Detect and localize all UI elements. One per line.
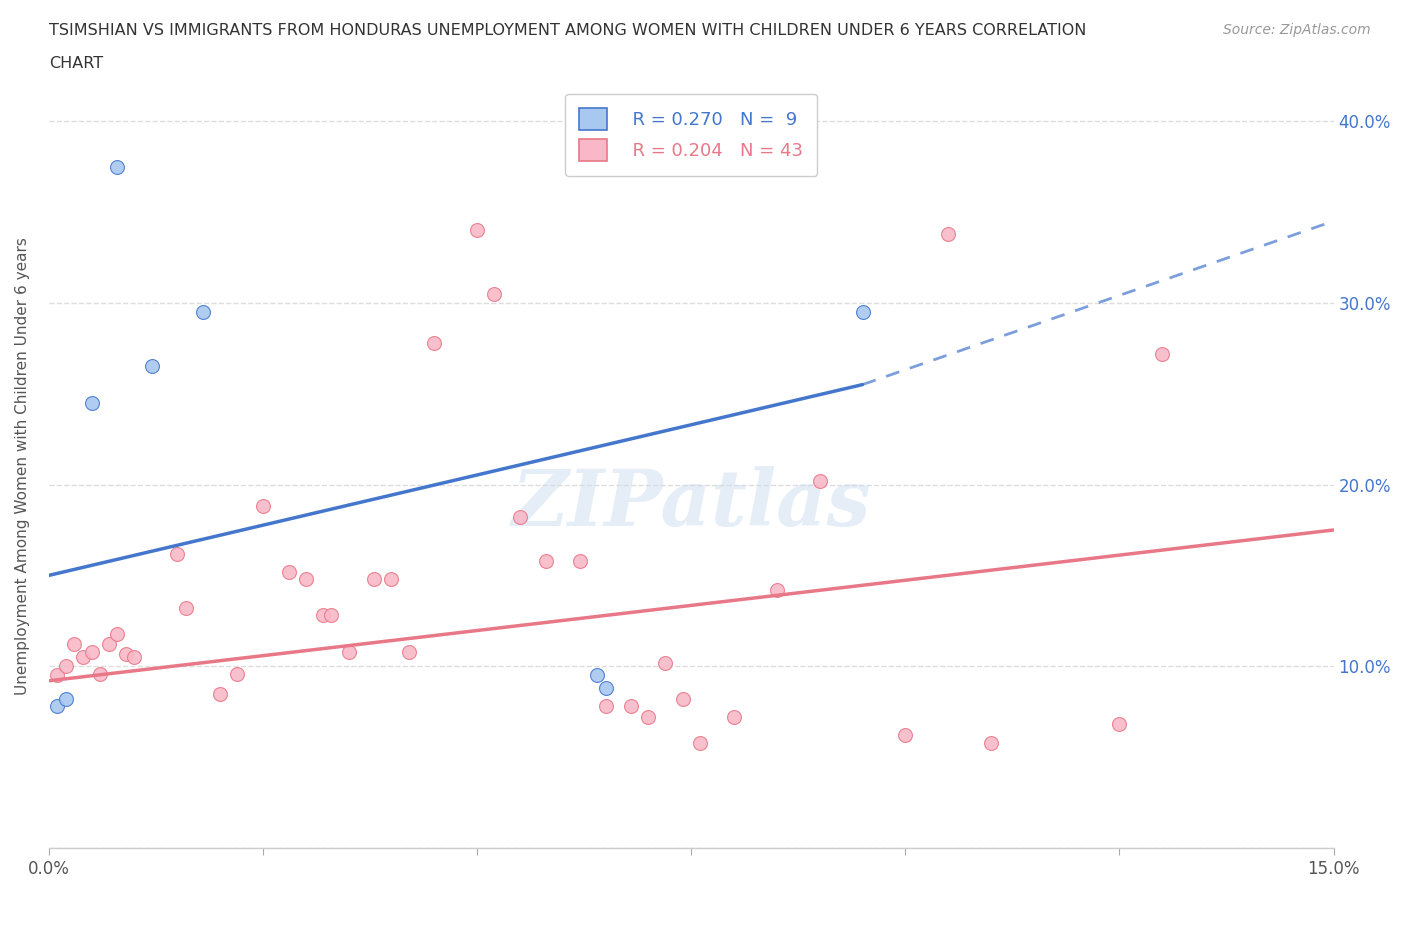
Point: [226, 666, 249, 681]
Point: [380, 572, 402, 587]
Point: [321, 608, 343, 623]
Point: [252, 498, 274, 513]
Point: [141, 359, 163, 374]
Point: [46, 698, 69, 713]
Point: [465, 222, 488, 237]
Point: [482, 286, 505, 301]
Point: [723, 710, 745, 724]
Point: [191, 304, 214, 319]
Point: [80, 644, 103, 659]
Point: [115, 646, 138, 661]
Point: [534, 553, 557, 568]
Point: [595, 681, 617, 696]
Point: [672, 692, 695, 707]
Point: [689, 735, 711, 750]
Point: [637, 710, 659, 724]
Point: [89, 666, 111, 681]
Point: [586, 668, 609, 683]
Point: [55, 658, 77, 673]
Point: [766, 582, 789, 597]
Point: [620, 698, 643, 713]
Text: Source: ZipAtlas.com: Source: ZipAtlas.com: [1223, 23, 1371, 37]
Point: [174, 601, 197, 616]
Point: [654, 656, 676, 671]
Point: [312, 608, 335, 623]
Point: [980, 735, 1002, 750]
Point: [166, 546, 188, 561]
Point: [1108, 717, 1130, 732]
Point: [894, 728, 917, 743]
Point: [55, 692, 77, 707]
Point: [595, 698, 617, 713]
Text: ZIPatlas: ZIPatlas: [512, 466, 870, 543]
Point: [97, 637, 120, 652]
Point: [124, 650, 146, 665]
Point: [509, 510, 531, 525]
Point: [423, 336, 446, 351]
Y-axis label: Unemployment Among Women with Children Under 6 years: Unemployment Among Women with Children U…: [15, 237, 30, 696]
Point: [808, 473, 831, 488]
Text: CHART: CHART: [49, 56, 103, 71]
Point: [337, 644, 360, 659]
Point: [398, 644, 420, 659]
Point: [277, 565, 299, 579]
Point: [72, 650, 94, 665]
Point: [105, 626, 128, 641]
Point: [80, 395, 103, 410]
Point: [936, 226, 959, 241]
Legend:   R = 0.270   N =  9,   R = 0.204   N = 43: R = 0.270 N = 9, R = 0.204 N = 43: [565, 94, 817, 176]
Text: TSIMSHIAN VS IMMIGRANTS FROM HONDURAS UNEMPLOYMENT AMONG WOMEN WITH CHILDREN UND: TSIMSHIAN VS IMMIGRANTS FROM HONDURAS UN…: [49, 23, 1087, 38]
Point: [63, 637, 86, 652]
Point: [46, 668, 69, 683]
Point: [363, 572, 385, 587]
Point: [568, 553, 591, 568]
Point: [209, 686, 232, 701]
Point: [105, 159, 128, 174]
Point: [851, 304, 873, 319]
Point: [294, 572, 316, 587]
Point: [1152, 346, 1174, 361]
